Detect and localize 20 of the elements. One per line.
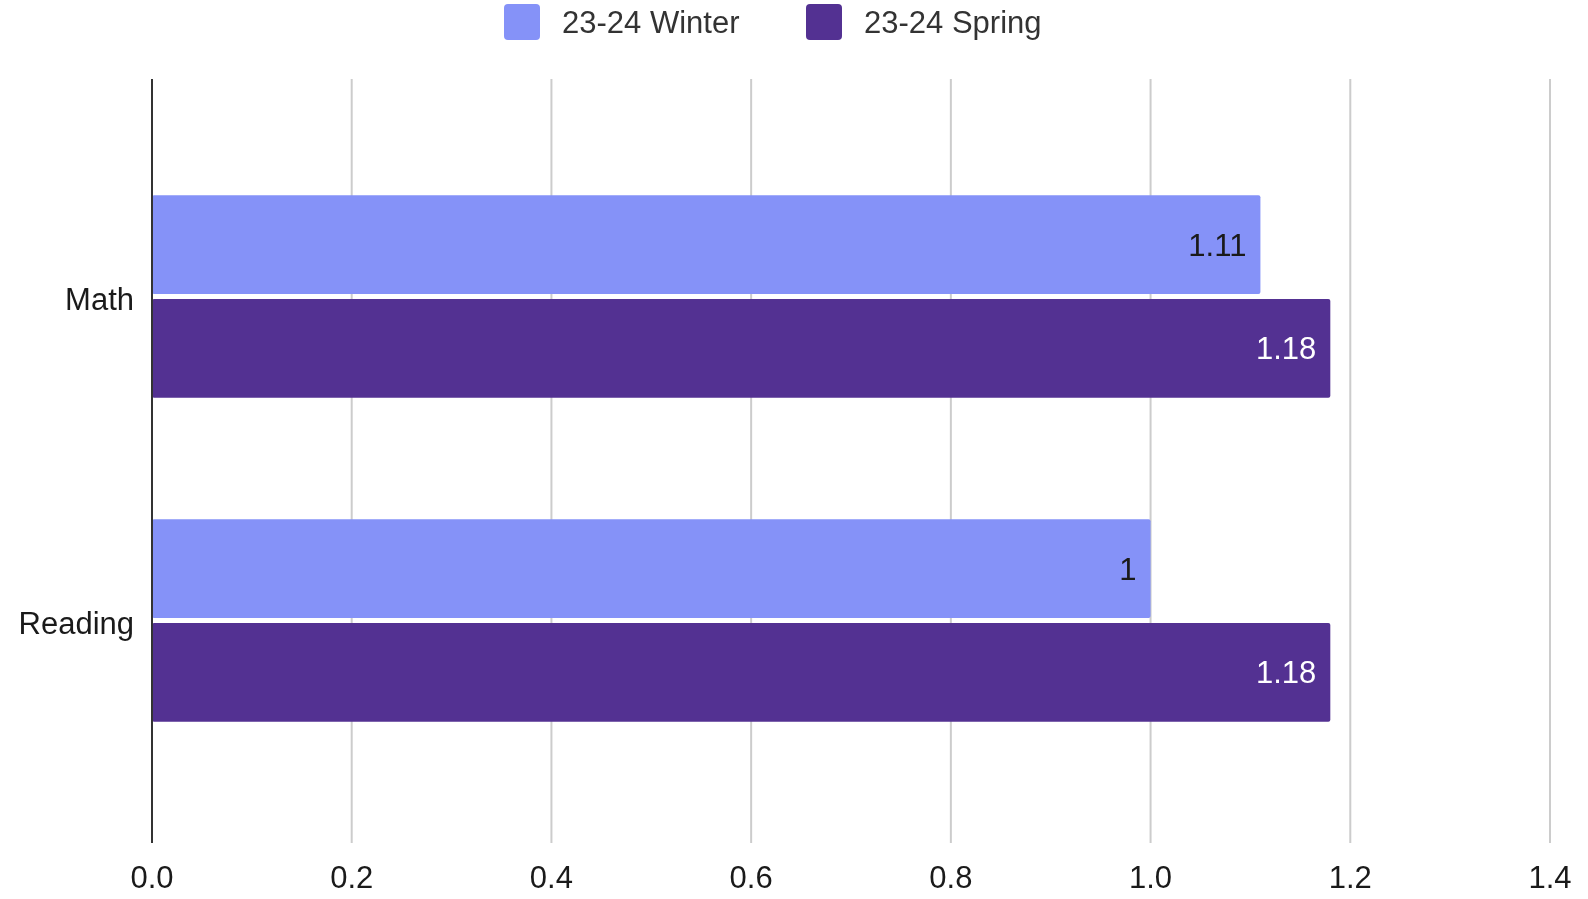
x-tick-label: 0.8 <box>929 859 973 895</box>
data-label: 1.11 <box>1188 227 1247 263</box>
x-tick-label: 1.0 <box>1129 859 1173 895</box>
x-tick-label: 1.4 <box>1528 859 1572 895</box>
data-label: 1.18 <box>1255 655 1317 691</box>
data-label: 1 <box>1119 551 1137 587</box>
x-tick-label: 0.4 <box>529 859 573 895</box>
bar <box>152 299 1331 398</box>
legend-label: 23-24 Spring <box>864 4 1042 40</box>
y-tick-label: Math <box>65 281 134 317</box>
legend-label: 23-24 Winter <box>562 4 740 40</box>
x-tick-label: 0.6 <box>729 859 773 895</box>
x-tick-label: 0.2 <box>330 859 374 895</box>
x-tick-label: 1.2 <box>1328 859 1372 895</box>
bar <box>152 623 1331 722</box>
x-tick-label: 0.0 <box>130 859 174 895</box>
bar <box>152 195 1261 294</box>
y-tick-label: Reading <box>18 605 134 641</box>
bar <box>152 519 1151 618</box>
data-label: 1.18 <box>1255 331 1317 367</box>
